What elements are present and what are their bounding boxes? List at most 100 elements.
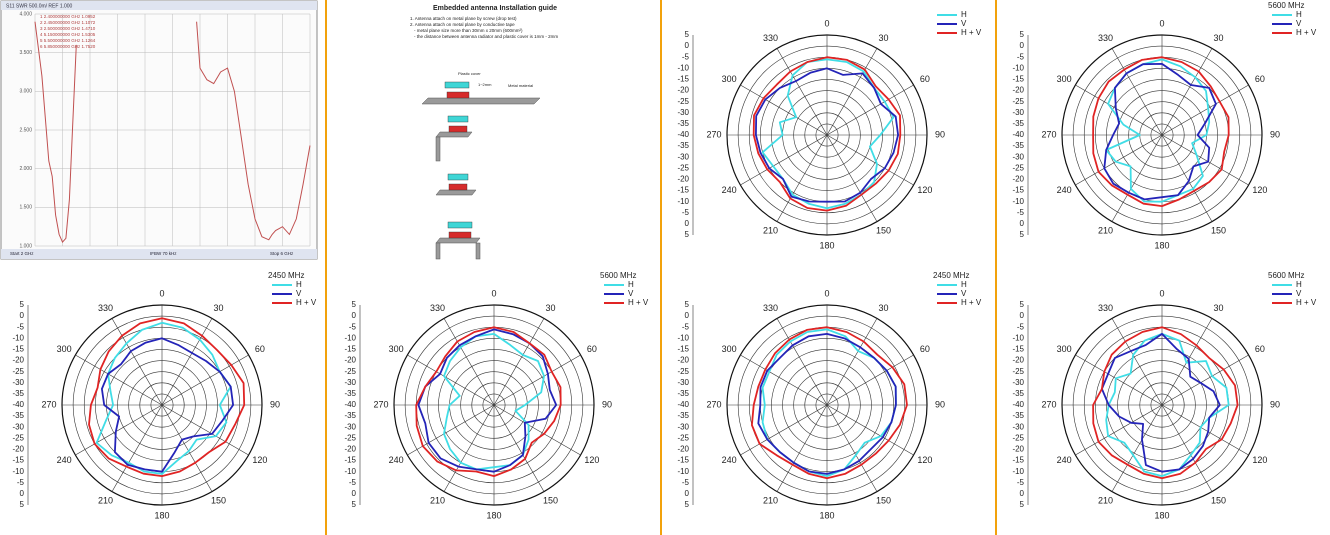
- legend-label: H: [296, 280, 302, 289]
- guide-step: - metal plane size more than 30mm x 20mm…: [414, 28, 523, 33]
- r-tick-label: 5: [352, 300, 357, 309]
- theta-tick-label: 240: [57, 455, 72, 465]
- grid-spoke: [161, 404, 249, 456]
- r-tick-label: -40: [344, 400, 356, 409]
- theta-tick-label: 210: [763, 496, 778, 506]
- r-tick-label: -25: [12, 367, 24, 376]
- grid-spoke: [740, 134, 828, 186]
- theta-tick-label: 300: [722, 344, 737, 354]
- r-tick-label: -35: [677, 411, 689, 420]
- legend-label: H + V: [961, 298, 982, 307]
- r-tick-label: 5: [685, 30, 690, 39]
- theta-tick-label: 270: [373, 399, 388, 409]
- r-tick-label: -30: [1012, 422, 1024, 431]
- r-tick-label: -40: [677, 130, 689, 139]
- r-tick-label: 5: [20, 500, 25, 509]
- r-tick-label: -5: [682, 52, 690, 61]
- pattern-line: [755, 67, 899, 203]
- grid-spoke: [776, 134, 828, 222]
- r-tick-label: -20: [677, 445, 689, 454]
- theta-tick-label: 0: [1159, 18, 1164, 28]
- theta-tick-label: 330: [763, 33, 778, 43]
- theta-tick-label: 90: [1270, 129, 1280, 139]
- r-tick-label: -5: [682, 322, 690, 331]
- separators: [325, 0, 997, 535]
- metal-plate: [435, 136, 441, 162]
- r-tick-label: -15: [12, 345, 24, 354]
- legend-label: V: [1296, 19, 1302, 28]
- grid-spoke: [443, 404, 495, 492]
- metal-plate: [435, 237, 481, 244]
- r-tick-label: -10: [12, 333, 24, 342]
- r-tick-label: -35: [1012, 389, 1024, 398]
- legend-label: H: [961, 280, 967, 289]
- grid-spoke: [1161, 404, 1249, 456]
- pattern-line: [751, 326, 908, 480]
- r-tick-label: -20: [344, 356, 356, 365]
- theta-tick-label: 60: [920, 74, 930, 84]
- grid-spoke: [826, 404, 914, 456]
- metal-plate: [435, 242, 441, 260]
- legend-title: 2450 MHz: [268, 271, 304, 280]
- r-tick-label: -20: [1012, 175, 1024, 184]
- grid-spoke: [75, 354, 163, 406]
- footer-label: Start 2 GHz: [10, 251, 34, 256]
- r-tick-label: 5: [1020, 30, 1025, 39]
- theta-tick-label: 120: [584, 455, 599, 465]
- theta-tick-label: 30: [878, 303, 888, 313]
- r-tick-label: 0: [685, 311, 690, 320]
- theta-tick-label: 120: [917, 455, 932, 465]
- marker-readout: 1 2.400000000 GHz 1.0952: [40, 14, 96, 19]
- r-tick-label: -20: [1012, 356, 1024, 365]
- r-tick-label: 5: [1020, 500, 1025, 509]
- pattern-line: [761, 58, 895, 210]
- grid-spoke: [493, 318, 545, 406]
- grid-spoke: [1075, 84, 1163, 136]
- r-tick-label: -10: [1012, 333, 1024, 342]
- pattern-line: [757, 333, 897, 475]
- grid-spoke: [740, 84, 828, 136]
- r-tick-label: -25: [677, 97, 689, 106]
- theta-tick-label: 330: [1098, 303, 1113, 313]
- r-tick-label: -10: [1012, 467, 1024, 476]
- theta-tick-label: 180: [819, 240, 834, 250]
- grid-spoke: [826, 84, 914, 136]
- r-tick-label: -5: [1017, 208, 1025, 217]
- pattern-line: [1101, 333, 1221, 473]
- polar-chart: -40 -35 -35 -30 -30 -25 -25 -20 -20 -15 -15 -10 -10 -…: [677, 271, 981, 520]
- r-tick-label: -35: [677, 141, 689, 150]
- theta-tick-label: 0: [824, 18, 829, 28]
- theta-tick-label: 120: [1252, 185, 1267, 195]
- grid-spoke: [493, 404, 581, 456]
- theta-tick-label: 0: [159, 288, 164, 298]
- theta-tick-label: 300: [722, 74, 737, 84]
- r-tick-label: -5: [17, 322, 25, 331]
- r-tick-label: -30: [1012, 378, 1024, 387]
- marker-readout: 4 5.150000000 GHz 1.5305: [40, 32, 96, 37]
- theta-tick-label: 180: [154, 510, 169, 520]
- r-tick-label: -20: [677, 175, 689, 184]
- r-tick-label: 0: [1020, 489, 1025, 498]
- theta-tick-label: 330: [430, 303, 445, 313]
- antenna: [448, 183, 468, 191]
- pattern-line: [415, 326, 562, 477]
- r-tick-label: -20: [344, 445, 356, 454]
- legend-label: H: [628, 280, 634, 289]
- r-tick-label: -10: [1012, 63, 1024, 72]
- label: Metal material: [508, 83, 533, 88]
- footer-label: IFBW 70 kHz: [150, 251, 177, 256]
- r-tick-label: -25: [1012, 163, 1024, 172]
- r-tick-label: -25: [677, 433, 689, 442]
- r-tick-label: -20: [1012, 445, 1024, 454]
- theta-tick-label: 150: [543, 496, 558, 506]
- grid-spoke: [493, 354, 581, 406]
- legend-label: H + V: [1296, 28, 1317, 37]
- r-tick-label: -40: [1012, 130, 1024, 139]
- r-tick-label: -5: [1017, 322, 1025, 331]
- r-tick-label: -10: [1012, 197, 1024, 206]
- legend-title: 5600 MHz: [600, 271, 636, 280]
- theta-tick-label: 210: [1098, 226, 1113, 236]
- vswr-line: [34, 21, 311, 244]
- r-tick-label: 5: [685, 500, 690, 509]
- legend-label: H: [961, 10, 967, 19]
